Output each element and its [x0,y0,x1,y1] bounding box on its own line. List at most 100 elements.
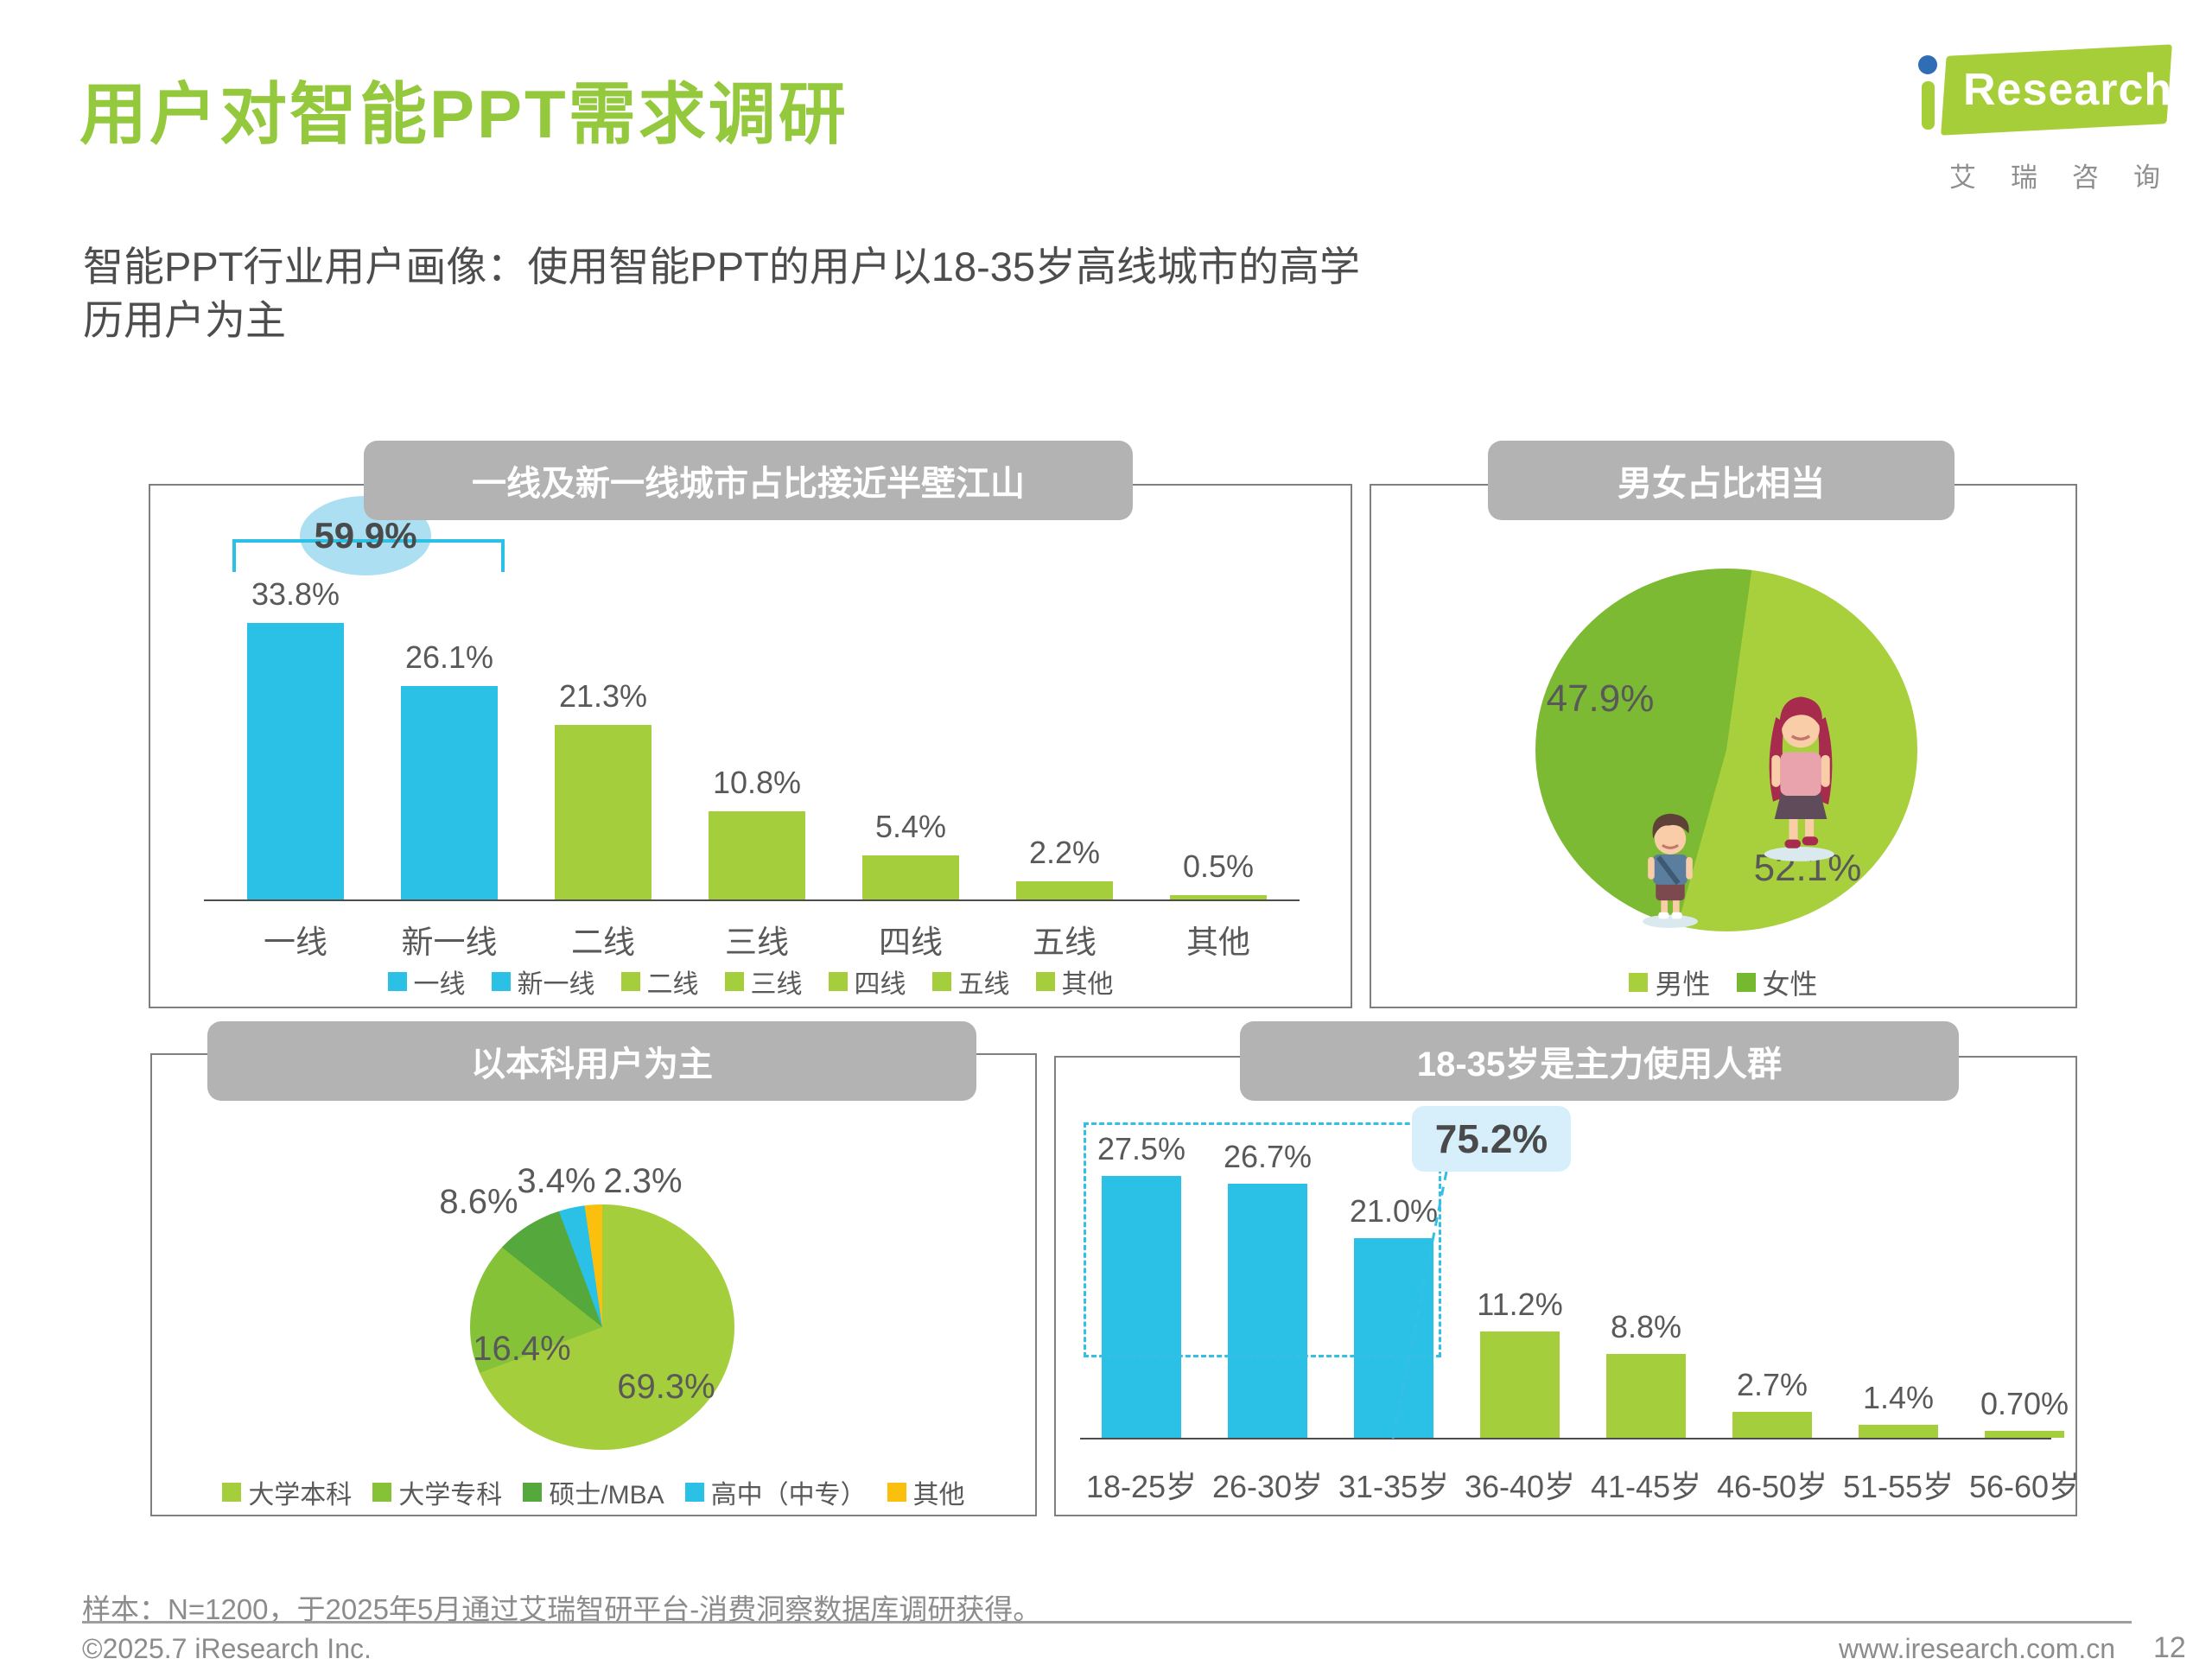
legend-swatch-icon [1736,973,1756,992]
legend-item-五线: 五线 [931,963,1010,1001]
logo-i-dot-icon [1918,55,1937,74]
bar-category-label: 36-40岁 [1464,1469,1576,1504]
chart-age: 75.2% 27.5% 18-25岁 26.7% 26-30岁 21.0% 31-35岁 1… [1054,1056,2080,1516]
legend-item-一线: 一线 [387,963,466,1001]
bar-value-label: 0.70% [1980,1386,2069,1421]
legend-swatch-icon [887,1483,906,1502]
legend-label: 男性 [1655,969,1711,1000]
chart-gender-legend: 男性 女性 [1371,963,2075,1002]
chart-education-legend: 大学本科 大学专科 硕士/MBA 高中（中专） 其他 [152,1473,1035,1511]
gender-pie [1535,569,1917,931]
bar-46-50岁 [1732,1412,1812,1438]
bar-value-label: 10.8% [712,765,802,800]
legend-item-高中（中专）: 高中（中专） [684,1473,867,1511]
website-link[interactable]: www.iresearch.com.cn [1839,1633,2116,1664]
bar-value-label: 26.1% [404,639,494,675]
bar-新一线 [401,686,498,899]
legend-swatch-icon [1035,972,1055,991]
page-number: 12 [2153,1631,2186,1664]
legend-swatch-icon [1629,973,1649,992]
legend-label: 一线 [413,970,466,999]
bar-category-label: 新一线 [401,925,498,960]
chart-gender: 47.9% 52.1% 男性 女性 [1370,484,2077,1008]
iresearch-logo: Research 艾瑞咨询 [1899,40,2184,195]
bar-category-label: 二线 [571,925,635,960]
age-18-35-total-label: 75.2% [1412,1106,1571,1172]
bar-其他 [1170,895,1267,899]
bar-category-label: 51-55岁 [1842,1469,1955,1504]
bar-category-label: 18-25岁 [1085,1469,1198,1504]
legend-swatch-icon [523,1483,543,1502]
bar-value-label: 2.2% [1028,835,1101,870]
page-subtitle: 智能PPT行业用户画像：使用智能PPT的用户以18-35岁高线城市的高学历用户为… [83,244,1361,344]
logo-wordmark: Research [1963,65,2173,115]
bar-value-label: 8.8% [1610,1309,1682,1344]
label-other: 2.3% [603,1162,683,1200]
legend-label: 其他 [912,1481,965,1509]
legend-swatch-icon [931,972,951,991]
age-18-35-dashed-box [1084,1122,1441,1357]
bar-36-40岁 [1480,1331,1560,1438]
chart-education: 69.3% 16.4% 8.6% 3.4% 2.3% 大学本科 大学专科 硕士/MB… [150,1053,1037,1516]
bar-value-label: 1.4% [1862,1380,1935,1415]
bar-value-label: 0.5% [1182,848,1255,884]
legend-label: 大学专科 [398,1481,503,1509]
legend-label: 四线 [854,970,906,999]
label-bachelor: 69.3% [617,1368,715,1406]
label-college: 16.4% [473,1330,571,1368]
bar-一线 [247,623,344,899]
label-master: 8.6% [439,1183,518,1221]
chart-city-tier-legend: 一线 新一线 二线 三线 四线 五线 其他 [150,963,1351,1001]
bar-category-label: 四线 [879,925,943,960]
bar-五线 [1016,881,1113,899]
bar-category-label: 56-60岁 [1968,1469,2081,1504]
bar-二线 [555,725,652,899]
x-axis [1080,1438,2051,1439]
legend-item-其他: 其他 [887,1473,965,1511]
legend-swatch-icon [387,972,407,991]
bar-41-45岁 [1606,1354,1686,1438]
education-pie [470,1204,734,1450]
bar-value-label: 27.5% [1096,1131,1186,1166]
legend-item-新一线: 新一线 [491,963,595,1001]
bar-四线 [862,855,959,899]
bar-category-label: 26-30岁 [1211,1469,1324,1504]
bar-value-label: 21.0% [1349,1193,1439,1229]
bar-三线 [709,811,805,899]
male-share-label: 47.9% [1546,677,1655,720]
bar-31-35岁 [1354,1238,1433,1438]
legend-item-大学专科: 大学专科 [372,1473,502,1511]
bar-value-label: 5.4% [874,809,947,844]
legend-label: 大学本科 [248,1481,353,1509]
footer-divider [82,1621,2132,1624]
legend-swatch-icon [828,972,848,991]
bar-51-55岁 [1859,1425,1938,1438]
legend-swatch-icon [684,1483,704,1502]
legend-label: 高中（中专） [710,1481,867,1509]
bracket-lines [232,539,505,572]
bar-category-label: 46-50岁 [1716,1469,1828,1504]
legend-label: 其他 [1061,970,1114,999]
label-highschool: 3.4% [517,1162,596,1200]
legend-item-四线: 四线 [828,963,906,1001]
bar-category-label: 31-35岁 [1338,1469,1450,1504]
legend-label: 五线 [957,970,1010,999]
sample-note: 样本：N=1200，于2025年5月通过艾瑞智研平台-消费洞察数据库调研获得。 [82,1593,1042,1625]
bar-category-label: 一线 [264,925,327,960]
legend-swatch-icon [620,972,640,991]
x-axis [204,899,1300,901]
legend-swatch-icon [491,972,511,991]
legend-item-女性: 女性 [1736,963,1818,1002]
bar-value-label: 11.2% [1477,1287,1563,1322]
legend-item-三线: 三线 [724,963,803,1001]
chart-city-tier-header: 一线及新一线城市占比接近半壁江山 [364,441,1133,520]
copyright: ©2025.7 iResearch Inc. [82,1633,372,1664]
legend-item-大学本科: 大学本科 [222,1473,352,1511]
legend-item-二线: 二线 [620,963,699,1001]
legend-label: 二线 [646,970,699,999]
legend-item-男性: 男性 [1629,963,1711,1002]
chart-gender-header: 男女占比相当 [1488,441,1955,520]
bracket-value-label: 59.9% [314,515,417,556]
legend-swatch-icon [724,972,744,991]
chart-city-tier: 59.9% 一线 新一线 二线 三线 四线 五线 其他 33.8% 一线 26.1% 新一线 21.… [149,484,1352,1008]
